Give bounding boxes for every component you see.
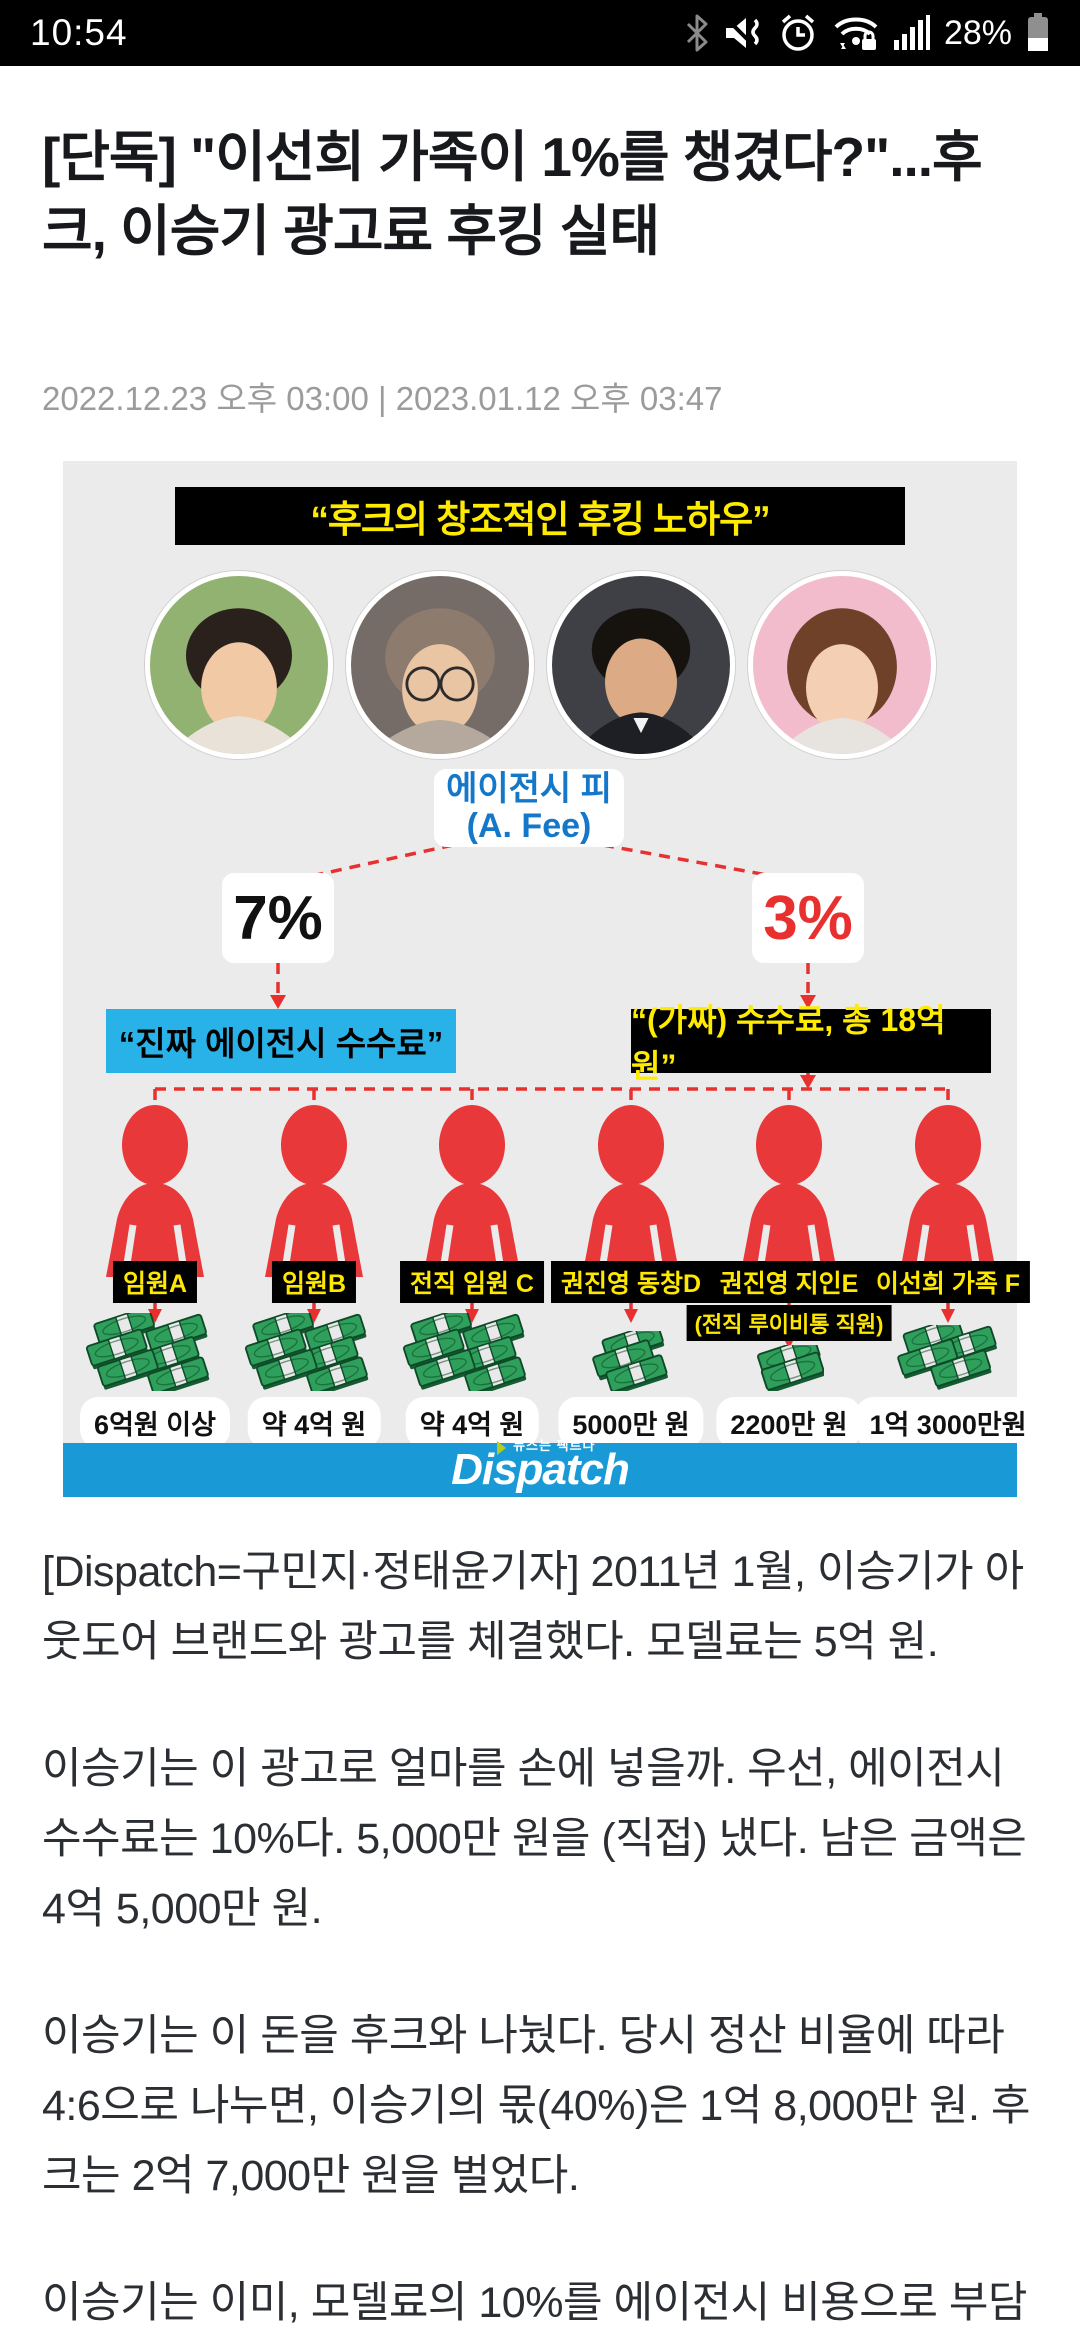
recipient-column: 권진영 동창D 5000만 원	[550, 1089, 712, 1497]
money-stack-icon	[869, 1313, 1027, 1391]
recipient-column: 임원B 약 4억 원	[235, 1089, 393, 1497]
person-silhouette-icon	[899, 1105, 997, 1277]
battery-percent: 28%	[943, 13, 1012, 52]
infographic-title-banner: “후크의 창조적인 후킹 노하우”	[175, 487, 905, 545]
money-stack-icon	[235, 1313, 393, 1391]
article-dates: 2022.12.23 오후 03:00 | 2023.01.12 오후 03:4…	[42, 380, 723, 417]
celebrity-photo-2	[345, 571, 534, 759]
person-silhouette-icon	[582, 1105, 680, 1277]
celebrity-photo-4	[747, 571, 936, 759]
real-fee-label: “진짜 에이전시 수수료”	[106, 1009, 456, 1073]
agency-fee-line1: 에이전시 피	[446, 769, 612, 808]
recipient-column: 임원A 6억원 이상	[76, 1089, 234, 1497]
recipient-column: 권진영 지인E (전직 루이비통 직원) 2200만 원	[686, 1089, 892, 1497]
vibrate-icon	[725, 18, 759, 48]
alarm-icon	[781, 14, 815, 51]
recipient-name: 이선희 가족 F	[865, 1261, 1031, 1303]
dispatch-footer-bar: 뉴스는 팩트다 Dispatch	[63, 1438, 1017, 1497]
real-fee-percent: 7%	[222, 873, 334, 963]
money-stack-icon	[76, 1313, 234, 1391]
paragraph: 이승기는 이 돈을 후크와 나눴다. 당시 정산 비율에 따라 4:6으로 나누…	[42, 2012, 1030, 2200]
money-stack-icon	[710, 1313, 868, 1391]
celebrity-photo-3	[546, 571, 735, 759]
recipient-column: 이선희 가족 F 1억 3000만원	[855, 1089, 1041, 1497]
status-icons: 28%	[684, 13, 1050, 53]
recipient-amount: 약 4억 원	[247, 1397, 381, 1448]
paragraph: 이승기는 이 광고로 얼마를 손에 넣을까. 우선, 에이전시 수수료는 10%…	[42, 1745, 1027, 1933]
paragraph: [Dispatch=구민지·정태윤기자] 2011년 1월, 이승기가 아웃도어…	[42, 1548, 1024, 1666]
person-silhouette-icon	[106, 1105, 204, 1277]
clock: 10:54	[30, 12, 128, 53]
wifi-secured-icon	[834, 17, 878, 50]
fake-fee-percent: 3%	[752, 873, 864, 963]
article-headline: [단독] "이선희 가족이 1%를 챙겼다?"...후크, 이승기 광고료 후킹…	[42, 125, 983, 262]
fake-fee-label: “(가짜) 수수료, 총 18억 원”	[631, 1002, 991, 1084]
logo-tagline: 뉴스는 팩트다	[513, 1438, 596, 1453]
recipient-amount: 약 4억 원	[405, 1397, 539, 1448]
recipient-name: 권진영 지인E	[709, 1261, 869, 1303]
agency-fee-line2: (A. Fee)	[466, 807, 592, 845]
signal-icon	[893, 15, 930, 50]
bluetooth-icon	[686, 14, 708, 52]
paragraph: 이승기는 이미, 모델료의 10%를 에이전시 비용으로 부담했다. 하지만 실…	[42, 2279, 1027, 2328]
infographic-title: “후크의 창조적인 후킹 노하우”	[310, 499, 770, 540]
recipient-name: 임원B	[271, 1261, 357, 1303]
recipient-amount: 1억 3000만원	[855, 1397, 1041, 1448]
person-silhouette-icon	[740, 1105, 838, 1277]
recipient-amount: 6억원 이상	[80, 1397, 230, 1448]
recipient-name: 전직 임원 C	[400, 1261, 544, 1303]
money-stack-icon	[393, 1313, 551, 1391]
status-bar: 10:54	[0, 0, 1080, 66]
recipient-name: 임원A	[112, 1261, 198, 1303]
person-silhouette-icon	[423, 1105, 521, 1277]
recipient-column: 전직 임원 C 약 4억 원	[393, 1089, 551, 1497]
logo-wordmark: Dispatch	[451, 1445, 630, 1494]
agency-fee-box: 에이전시 피 (A. Fee)	[434, 769, 624, 847]
logo-triangle-icon	[497, 1441, 507, 1455]
recipient-subtitle: (전직 루이비통 직원)	[686, 1305, 892, 1341]
celebrity-photo-1	[144, 571, 333, 759]
recipient-name: 권진영 동창D	[550, 1261, 712, 1303]
article-body: [Dispatch=구민지·정태윤기자] 2011년 1월, 이승기가 아웃도어…	[42, 1538, 1042, 2340]
battery-icon	[1028, 13, 1048, 51]
celebrity-photos	[63, 571, 1017, 759]
recipient-amount: 2200만 원	[716, 1397, 862, 1448]
dispatch-logo: 뉴스는 팩트다 Dispatch	[451, 1438, 630, 1495]
person-silhouette-icon	[265, 1105, 363, 1277]
recipient-amount: 5000만 원	[558, 1397, 704, 1448]
infographic-image[interactable]: “후크의 창조적인 후킹 노하우”	[63, 461, 1041, 1497]
